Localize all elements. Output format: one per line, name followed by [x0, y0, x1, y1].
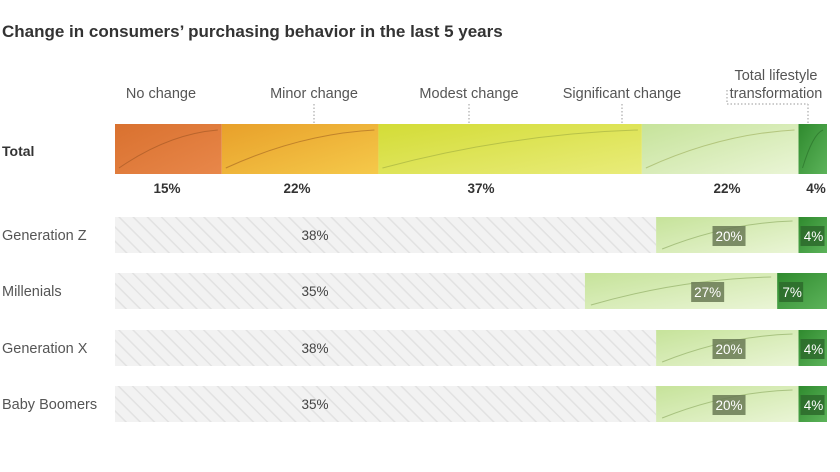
total-row-label: Total	[2, 143, 34, 159]
row-value-transformation: 4%	[804, 398, 824, 413]
total-value-label-minor-change: 22%	[283, 181, 310, 196]
row-value-rest: 38%	[301, 228, 328, 243]
header-label-transformation-line1: Total lifestyle	[734, 68, 817, 84]
leaf-vein	[118, 129, 218, 169]
header-label-transformation-line2: transformation	[730, 86, 823, 102]
header-label-no-change: No change	[126, 86, 196, 102]
row-label: Baby Boomers	[2, 397, 97, 413]
total-bar-segment-significant-change	[641, 124, 799, 174]
value-box-transformation	[779, 282, 804, 302]
total-value-label-significant-change: 22%	[713, 181, 740, 196]
value-box-transformation	[800, 395, 825, 415]
row-label: Generation Z	[2, 228, 87, 244]
chart-title: Change in consumers’ purchasing behavior…	[2, 22, 503, 41]
value-box-significant	[712, 226, 746, 246]
value-box-significant	[712, 339, 746, 359]
row-value-rest: 38%	[301, 341, 328, 356]
row-value-significant-change: 20%	[716, 398, 743, 413]
row-value-significant-change: 27%	[694, 285, 721, 300]
row-bar-rest	[115, 273, 585, 309]
row-bar-rest	[115, 330, 657, 366]
value-box-significant	[712, 395, 746, 415]
leaf-vein	[382, 129, 638, 169]
row-label: Millenials	[2, 284, 62, 300]
row-value-rest: 35%	[301, 284, 328, 299]
total-bar-segment-no-change	[115, 124, 222, 174]
leaf-vein	[225, 129, 375, 169]
row-value-significant-change: 20%	[716, 342, 743, 357]
row-bar-significant-change	[584, 273, 778, 309]
row-value-significant-change: 20%	[716, 229, 743, 244]
row-value-transformation: 4%	[804, 229, 824, 244]
row-value-rest: 35%	[301, 397, 328, 412]
header-label-minor-change: Minor change	[270, 86, 358, 102]
value-box-transformation	[800, 226, 825, 246]
total-value-label-modest-change: 37%	[467, 181, 494, 196]
total-value-label-no-change: 15%	[153, 181, 180, 196]
leaf-vein	[645, 129, 795, 169]
value-box-transformation	[800, 339, 825, 359]
header-label-modest-change: Modest change	[419, 86, 518, 102]
header-label-significant-change: Significant change	[563, 86, 682, 102]
total-bar-segment-transformation	[798, 124, 827, 174]
row-value-transformation: 7%	[782, 285, 802, 300]
row-label: Generation X	[2, 341, 88, 357]
total-bar-segment-modest-change	[378, 124, 642, 174]
leaf-vein	[802, 129, 824, 169]
leaf-vein	[590, 276, 772, 306]
value-box-significant	[691, 282, 725, 302]
row-value-transformation: 4%	[804, 342, 824, 357]
row-bar-rest	[115, 386, 657, 422]
total-bar-segment-minor-change	[221, 124, 379, 174]
total-value-label-transformation: 4%	[806, 181, 826, 196]
row-bar-rest	[115, 217, 657, 253]
